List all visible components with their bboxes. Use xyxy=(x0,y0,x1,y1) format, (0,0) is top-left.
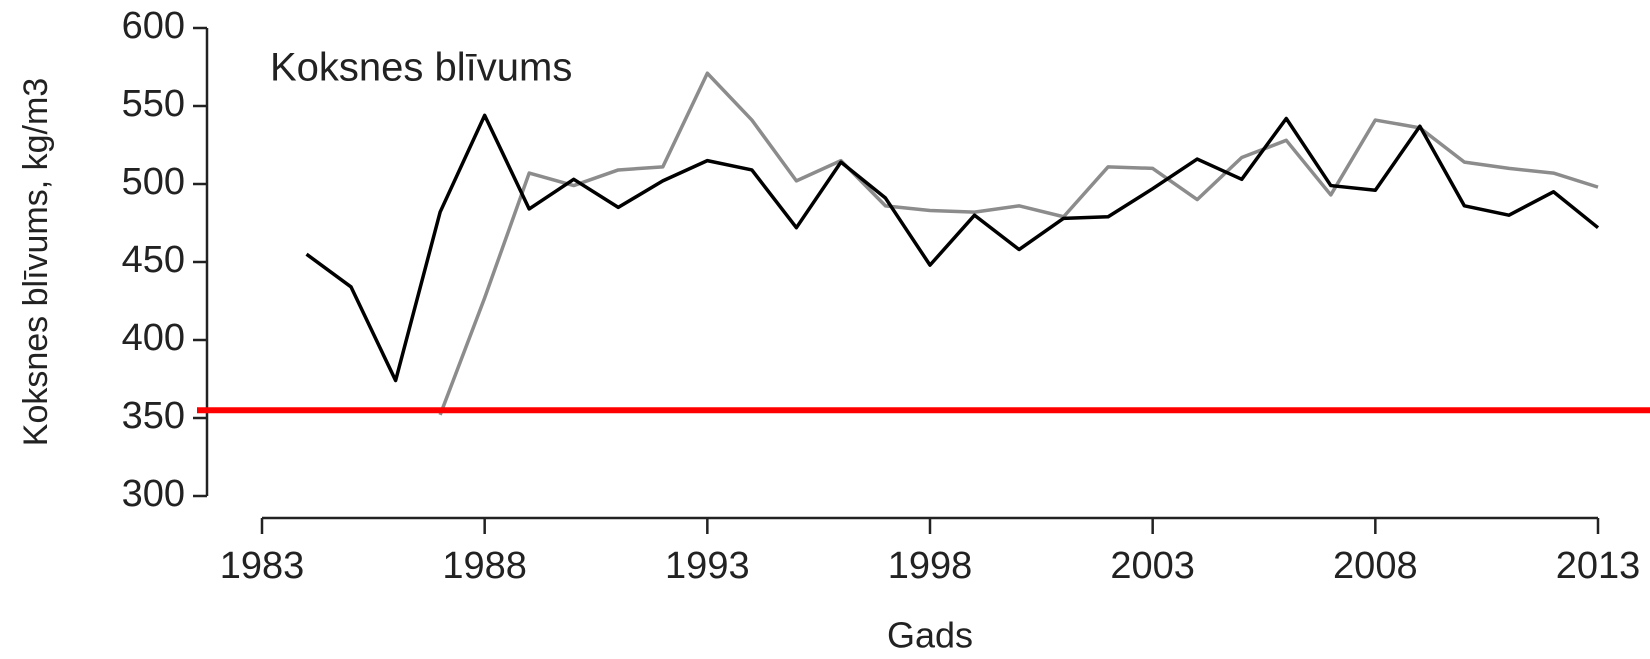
x-tick-label: 2008 xyxy=(1333,545,1418,587)
y-tick-label: 450 xyxy=(122,239,185,281)
x-tick-label: 1998 xyxy=(888,545,973,587)
y-tick-label: 300 xyxy=(122,473,185,515)
series-line xyxy=(305,113,1600,383)
y-axis-title: Koksnes blīvums, kg/m3 xyxy=(17,78,55,446)
x-tick-label: 1988 xyxy=(442,545,527,587)
annotation: Koksnes blīvums xyxy=(270,46,572,90)
y-tick-label: 400 xyxy=(122,317,185,359)
x-tick-label: 2003 xyxy=(1110,545,1195,587)
y-tick-label: 500 xyxy=(122,161,185,203)
y-tick-label: 550 xyxy=(122,83,185,125)
x-tick-label: 1993 xyxy=(665,545,750,587)
x-tick-label: 2013 xyxy=(1556,545,1641,587)
x-tick-label: 1983 xyxy=(220,545,305,587)
y-tick-label: 350 xyxy=(122,395,185,437)
y-tick-label: 600 xyxy=(122,5,185,47)
x-axis-title: Gads xyxy=(887,615,973,656)
series-line xyxy=(438,71,1599,416)
